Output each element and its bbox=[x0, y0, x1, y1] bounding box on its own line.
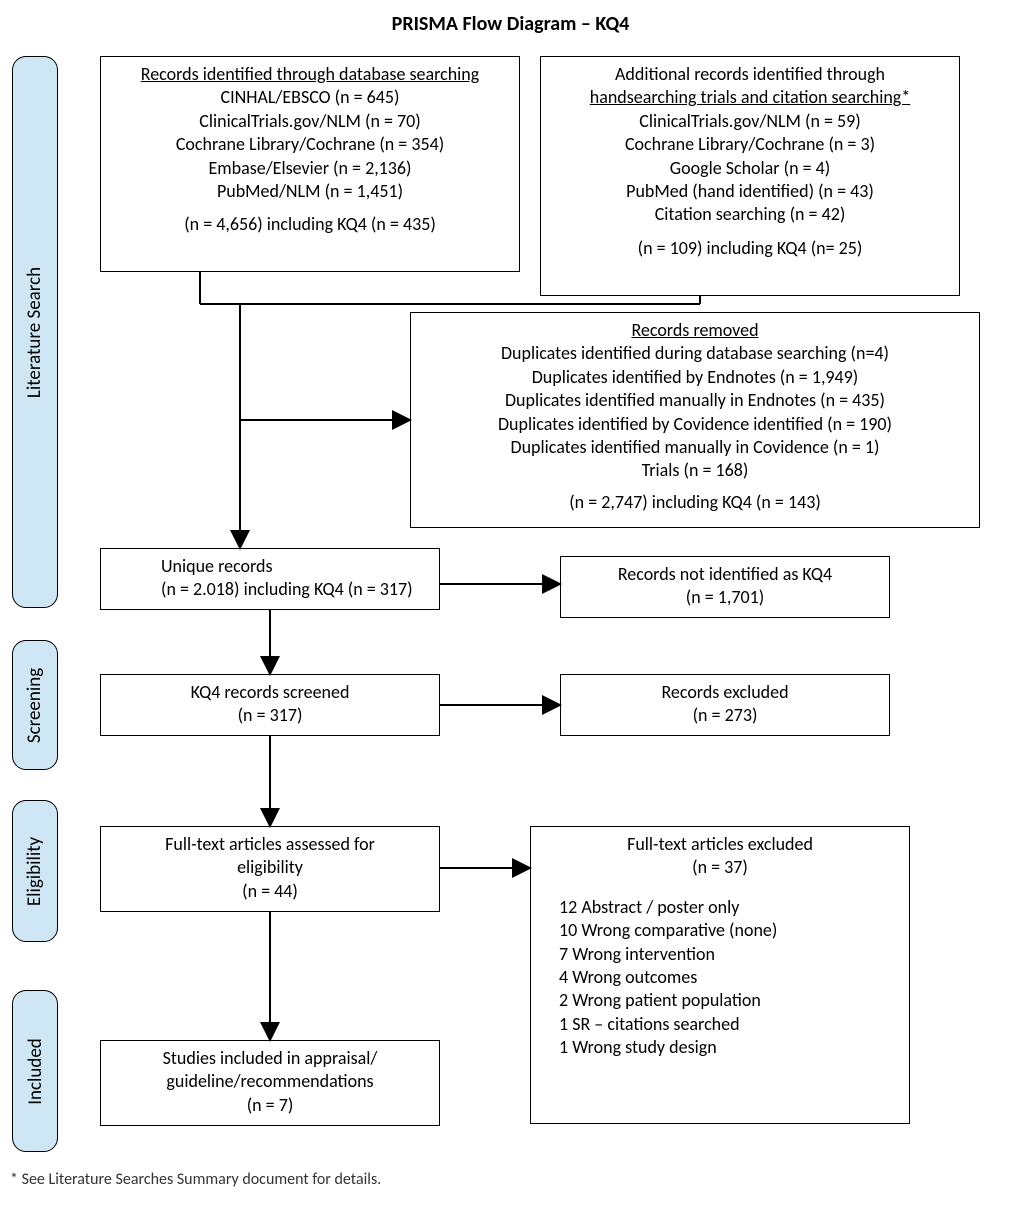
notkq4-l1: Records not identified as KQ4 bbox=[571, 563, 879, 586]
excluded1-l2: (n = 273) bbox=[571, 704, 879, 727]
box-records-removed: Records removed Duplicates identified du… bbox=[410, 312, 980, 528]
add-line: PubMed (hand identified) (n = 43) bbox=[551, 180, 949, 203]
removed-line: Duplicates identified manually in Covide… bbox=[421, 436, 969, 459]
removed-line: Trials (n = 168) bbox=[421, 459, 969, 482]
excluded2-header: Full-text articles excluded bbox=[541, 833, 899, 856]
phase-included-label: Included bbox=[24, 1038, 47, 1105]
add-line: Cochrane Library/Cochrane (n = 3) bbox=[551, 133, 949, 156]
reason-line: 1 SR – citations searched bbox=[559, 1013, 899, 1036]
add-total: (n = 109) including KQ4 (n= 25) bbox=[551, 237, 949, 260]
db-line: CINHAL/EBSCO (n = 645) bbox=[111, 86, 509, 109]
removed-line: Duplicates identified manually in Endnot… bbox=[421, 389, 969, 412]
removed-line: Duplicates identified during database se… bbox=[421, 342, 969, 365]
phase-eligibility: Eligibility bbox=[12, 800, 58, 942]
phase-search-label: Literature Search bbox=[24, 266, 47, 397]
add-line: Google Scholar (n = 4) bbox=[551, 157, 949, 180]
removed-total: (n = 2,747) including KQ4 (n = 143) bbox=[421, 491, 969, 514]
box-records-excluded: Records excluded (n = 273) bbox=[560, 674, 890, 736]
add-line: ClinicalTrials.gov/NLM (n = 59) bbox=[551, 110, 949, 133]
included-l2: guideline/recommendations bbox=[111, 1070, 429, 1093]
phase-included: Included bbox=[12, 990, 58, 1152]
screened-l1: KQ4 records screened bbox=[111, 681, 429, 704]
box-additional-records: Additional records identified through ha… bbox=[540, 56, 960, 296]
unique-l2: (n = 2.018) including KQ4 (n = 317) bbox=[161, 578, 429, 601]
box-screened: KQ4 records screened (n = 317) bbox=[100, 674, 440, 736]
reason-line: 1 Wrong study design bbox=[559, 1036, 899, 1059]
box-fulltext-excluded: Full-text articles excluded (n = 37) 12 … bbox=[530, 826, 910, 1124]
reason-line: 2 Wrong patient population bbox=[559, 989, 899, 1012]
add-header2: handsearching trials and citation search… bbox=[551, 86, 949, 109]
diagram-title: PRISMA Flow Diagram – KQ4 bbox=[0, 12, 1021, 36]
add-header1: Additional records identified through bbox=[551, 63, 949, 86]
db-total: (n = 4,656) including KQ4 (n = 435) bbox=[111, 213, 509, 236]
included-l1: Studies included in appraisal/ bbox=[111, 1047, 429, 1070]
db-header: Records identified through database sear… bbox=[111, 63, 509, 86]
removed-header: Records removed bbox=[421, 319, 969, 342]
fulltext-l3: (n = 44) bbox=[111, 880, 429, 903]
phase-screening-label: Screening bbox=[24, 667, 47, 742]
add-line: Citation searching (n = 42) bbox=[551, 203, 949, 226]
footnote: * See Literature Searches Summary docume… bbox=[10, 1170, 381, 1189]
db-line: Embase/Elsevier (n = 2,136) bbox=[111, 157, 509, 180]
removed-line: Duplicates identified by Endnotes (n = 1… bbox=[421, 366, 969, 389]
db-line: Cochrane Library/Cochrane (n = 354) bbox=[111, 133, 509, 156]
phase-literature-search: Literature Search bbox=[12, 56, 58, 608]
phase-eligibility-label: Eligibility bbox=[24, 836, 47, 905]
excluded2-n: (n = 37) bbox=[541, 856, 899, 879]
included-l3: (n = 7) bbox=[111, 1094, 429, 1117]
db-line: PubMed/NLM (n = 1,451) bbox=[111, 180, 509, 203]
phase-screening: Screening bbox=[12, 640, 58, 770]
reason-line: 12 Abstract / poster only bbox=[559, 896, 899, 919]
screened-l2: (n = 317) bbox=[111, 704, 429, 727]
fulltext-l1: Full-text articles assessed for bbox=[111, 833, 429, 856]
box-unique-records: Unique records (n = 2.018) including KQ4… bbox=[100, 548, 440, 610]
reason-line: 7 Wrong intervention bbox=[559, 943, 899, 966]
fulltext-l2: eligibility bbox=[111, 856, 429, 879]
box-included: Studies included in appraisal/ guideline… bbox=[100, 1040, 440, 1126]
notkq4-l2: (n = 1,701) bbox=[571, 586, 879, 609]
box-not-kq4: Records not identified as KQ4 (n = 1,701… bbox=[560, 556, 890, 618]
unique-l1: Unique records bbox=[161, 555, 429, 578]
db-line: ClinicalTrials.gov/NLM (n = 70) bbox=[111, 110, 509, 133]
reason-line: 4 Wrong outcomes bbox=[559, 966, 899, 989]
box-fulltext-assessed: Full-text articles assessed for eligibil… bbox=[100, 826, 440, 912]
reason-line: 10 Wrong comparative (none) bbox=[559, 919, 899, 942]
box-database-search: Records identified through database sear… bbox=[100, 56, 520, 272]
removed-line: Duplicates identified by Covidence ident… bbox=[421, 413, 969, 436]
excluded1-l1: Records excluded bbox=[571, 681, 879, 704]
